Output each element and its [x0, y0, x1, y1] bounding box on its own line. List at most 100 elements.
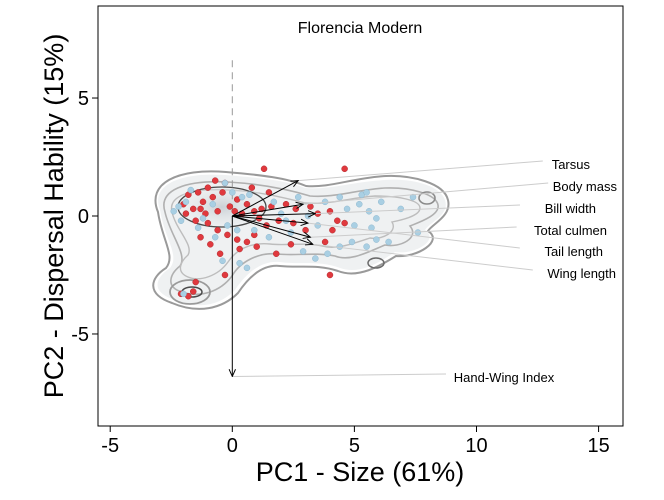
data-point	[199, 215, 207, 222]
data-point	[226, 203, 234, 210]
vector-label: Hand-Wing Index	[454, 370, 555, 385]
data-point	[170, 208, 177, 215]
data-point	[221, 179, 229, 187]
data-point	[243, 200, 251, 208]
label-leader-lines	[232, 160, 549, 377]
vector-label: Bill width	[545, 201, 596, 216]
x-tick-label: 10	[465, 435, 487, 457]
data-point	[192, 278, 199, 286]
data-point	[177, 217, 185, 224]
data-point	[194, 224, 202, 232]
data-point	[214, 208, 221, 215]
loading-arrow	[232, 181, 298, 217]
x-axis-label: PC1 - Size (61%)	[256, 457, 465, 487]
data-point	[175, 203, 182, 210]
data-point	[270, 198, 278, 206]
loading-arrow	[232, 204, 303, 217]
data-point	[219, 189, 226, 196]
data-point	[180, 290, 187, 298]
data-point	[414, 229, 422, 236]
data-point	[292, 205, 300, 213]
chart-title: Florencia Modern	[298, 20, 423, 37]
data-point	[214, 226, 221, 234]
data-point	[294, 193, 302, 201]
data-point	[348, 238, 356, 246]
data-point	[189, 288, 197, 295]
leader-line	[315, 204, 521, 215]
data-point	[229, 189, 236, 196]
data-point	[265, 233, 273, 241]
data-point	[199, 198, 207, 206]
data-point	[187, 186, 195, 194]
data-point	[302, 226, 309, 234]
data-point	[211, 177, 219, 184]
y-axis: -5 0 5	[71, 88, 98, 346]
data-point	[373, 215, 380, 222]
data-point	[216, 250, 224, 258]
data-point	[246, 191, 253, 199]
data-point	[341, 219, 348, 227]
data-point	[207, 241, 214, 248]
data-point	[238, 193, 246, 201]
data-point	[182, 210, 190, 217]
data-point	[299, 248, 307, 255]
data-point	[329, 226, 336, 234]
data-point	[189, 205, 197, 213]
data-point	[224, 222, 231, 229]
data-point	[341, 165, 348, 173]
data-point	[287, 241, 295, 248]
loading-vectors	[232, 181, 315, 377]
y-tick-label: -5	[71, 324, 89, 346]
data-point	[204, 184, 212, 191]
x-tick-label: 0	[227, 435, 238, 457]
leader-line	[232, 373, 447, 377]
data-point	[324, 250, 331, 258]
data-point	[314, 222, 322, 229]
data-point	[356, 200, 363, 208]
data-point	[192, 217, 199, 224]
x-tick-label: -5	[101, 435, 119, 457]
data-point	[233, 236, 241, 243]
y-axis-label: PC2 - Dispersal Hability (15%)	[39, 34, 69, 399]
contour-halo-left	[169, 279, 211, 305]
data-point	[336, 243, 343, 250]
contour-small-lower	[367, 257, 385, 269]
y-tick-label: 5	[78, 88, 89, 110]
leader-line	[303, 182, 549, 205]
data-point	[363, 189, 370, 196]
data-point	[251, 208, 258, 215]
x-axis: -5 0 5 10 15	[101, 426, 610, 457]
data-point	[363, 243, 370, 250]
data-point	[221, 271, 229, 279]
x-tick-label: 5	[349, 435, 360, 457]
vector-label: Total culmen	[534, 223, 607, 238]
leader-line	[310, 226, 517, 238]
data-point	[243, 238, 251, 246]
data-point	[290, 219, 297, 227]
data-point	[224, 231, 231, 239]
data-point	[397, 205, 405, 213]
leader-line	[298, 160, 543, 182]
data-point	[236, 259, 243, 267]
contour-small-right	[418, 191, 436, 205]
data-point	[194, 189, 202, 196]
data-point	[219, 257, 226, 265]
data-point	[211, 233, 219, 241]
data-point	[260, 165, 268, 173]
data-point	[248, 184, 256, 191]
data-point	[334, 217, 341, 224]
vector-labels: Tarsus Body mass Bill width Total culmen Tai…	[454, 157, 618, 385]
data-point	[236, 245, 243, 253]
data-point	[373, 236, 380, 243]
data-point	[233, 226, 241, 234]
leader-line	[307, 222, 520, 249]
y-tick-label: 0	[78, 206, 89, 228]
data-point	[209, 193, 217, 201]
data-point	[312, 255, 319, 262]
data-point	[351, 222, 358, 229]
data-point	[336, 193, 343, 201]
data-point	[385, 238, 392, 246]
data-point	[182, 198, 190, 206]
x-tick-label: 15	[587, 435, 609, 457]
